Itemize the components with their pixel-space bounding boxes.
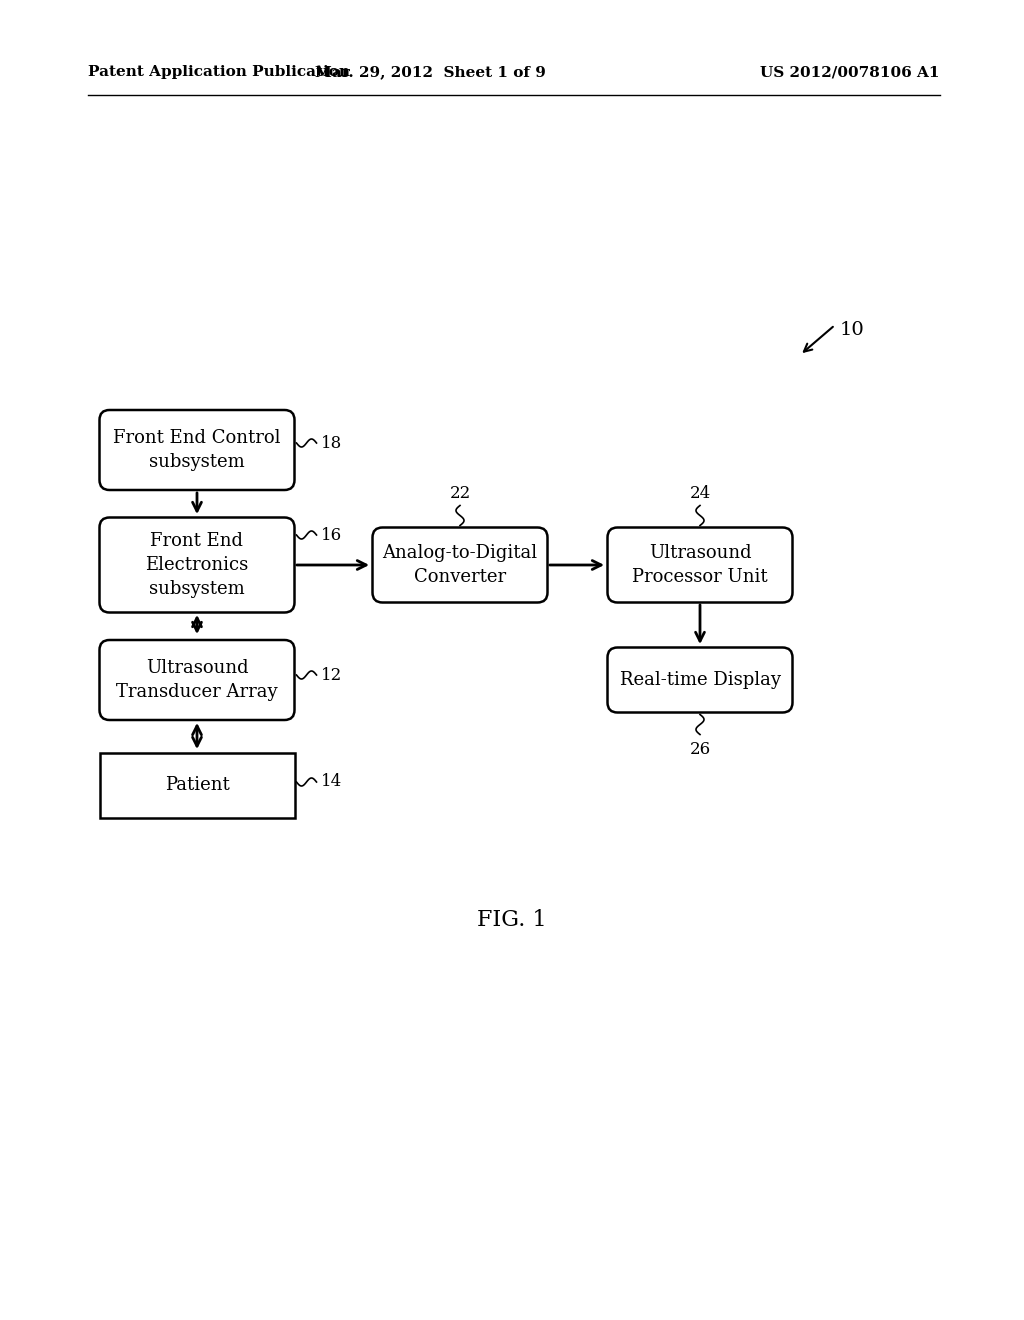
Text: 10: 10	[840, 321, 864, 339]
Text: 18: 18	[321, 434, 342, 451]
FancyBboxPatch shape	[99, 640, 295, 719]
Text: 12: 12	[321, 667, 342, 684]
Text: Analog-to-Digital
Converter: Analog-to-Digital Converter	[382, 544, 538, 586]
Text: Patent Application Publication: Patent Application Publication	[88, 65, 350, 79]
FancyBboxPatch shape	[99, 411, 295, 490]
FancyBboxPatch shape	[607, 528, 793, 602]
Text: Front End Control
subsystem: Front End Control subsystem	[114, 429, 281, 471]
Text: Real-time Display: Real-time Display	[620, 671, 780, 689]
Text: 16: 16	[321, 527, 342, 544]
Text: 22: 22	[450, 484, 471, 502]
FancyBboxPatch shape	[607, 648, 793, 713]
FancyBboxPatch shape	[99, 517, 295, 612]
Text: Front End
Electronics
subsystem: Front End Electronics subsystem	[145, 532, 249, 598]
FancyBboxPatch shape	[99, 752, 295, 817]
Text: Patient: Patient	[165, 776, 229, 795]
Text: US 2012/0078106 A1: US 2012/0078106 A1	[761, 65, 940, 79]
Text: 24: 24	[689, 484, 711, 502]
Text: 14: 14	[321, 774, 342, 791]
Text: Ultrasound
Transducer Array: Ultrasound Transducer Array	[116, 659, 278, 701]
Text: 26: 26	[689, 741, 711, 758]
Text: FIG. 1: FIG. 1	[477, 909, 547, 931]
FancyBboxPatch shape	[373, 528, 548, 602]
Text: Mar. 29, 2012  Sheet 1 of 9: Mar. 29, 2012 Sheet 1 of 9	[314, 65, 546, 79]
Text: Ultrasound
Processor Unit: Ultrasound Processor Unit	[632, 544, 768, 586]
